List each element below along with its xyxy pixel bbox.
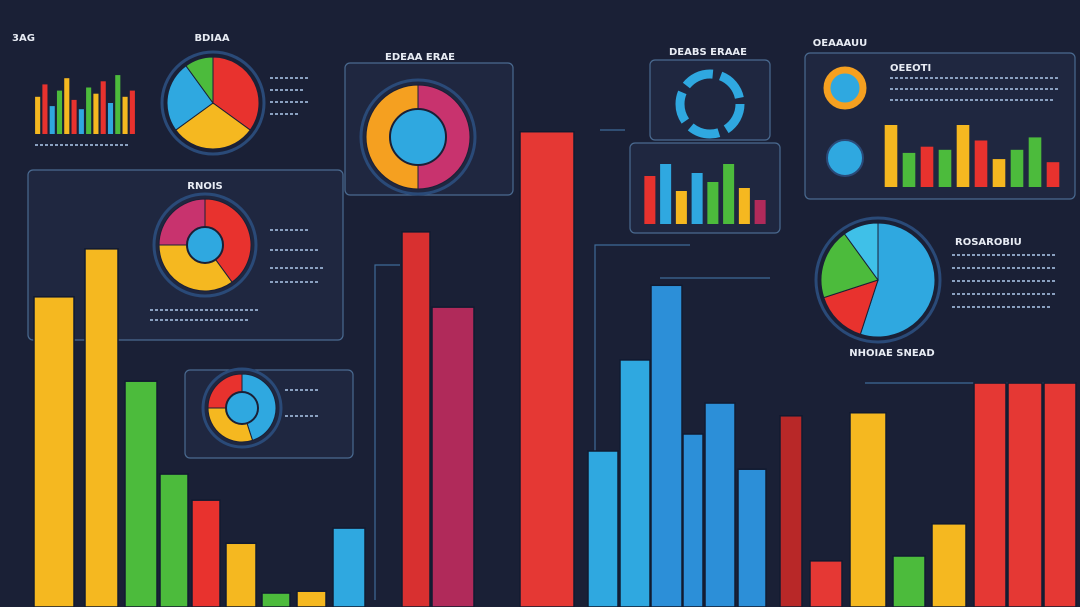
mini-bar [707, 182, 719, 224]
pie-ring [160, 50, 266, 156]
mini-bar [1010, 149, 1024, 187]
pie-slice [204, 198, 252, 283]
bar [124, 380, 158, 607]
pie-slice [158, 244, 233, 292]
mini-bar [675, 191, 687, 224]
mini-bar [71, 99, 77, 134]
mini-bar [129, 90, 135, 134]
mini-bar [115, 75, 121, 134]
mini-bar [100, 81, 106, 134]
mini-bar [86, 87, 92, 134]
pie-slice [175, 102, 251, 150]
connector [374, 129, 1075, 600]
mini-bar [107, 103, 114, 134]
bar [1007, 382, 1043, 607]
ring [826, 139, 864, 177]
bar [704, 402, 736, 607]
mini-bar [93, 93, 99, 134]
pie-slice [166, 65, 214, 131]
mini-bar [902, 152, 916, 187]
bar [682, 433, 704, 607]
pie-ring [152, 192, 258, 298]
bar [431, 306, 475, 607]
bar [191, 499, 221, 607]
mini-bar [122, 96, 128, 134]
mini-bar [1046, 162, 1060, 187]
bar [84, 248, 119, 607]
ring [675, 69, 745, 139]
mini-bar [42, 84, 48, 134]
bar [332, 527, 366, 607]
pie-slice [843, 222, 879, 282]
label: BDIAA [194, 33, 229, 44]
bar [296, 590, 327, 607]
bar [779, 415, 803, 607]
pie-hole [389, 108, 447, 166]
bar [931, 523, 967, 607]
mini-bar [956, 125, 970, 187]
mini-bar [754, 200, 766, 224]
label: DEABS ERAAE [669, 47, 747, 58]
pie-hole [186, 226, 224, 264]
pie-ring [814, 216, 942, 344]
pie-ring [359, 78, 477, 196]
mini-bar [884, 125, 898, 187]
mini-bar [974, 140, 988, 187]
label: NHOIAE SNEAD [849, 348, 934, 359]
mini-bar [738, 188, 750, 224]
mini-bar [1028, 137, 1042, 187]
mini-bar [56, 90, 63, 134]
bar [650, 284, 683, 607]
mini-bar [660, 164, 672, 224]
bar [225, 542, 257, 607]
label: EDEAA ERAE [385, 52, 455, 63]
bar [33, 296, 75, 607]
bar [619, 359, 651, 607]
bar [809, 560, 843, 607]
bar [1043, 382, 1077, 607]
mini-bar [938, 149, 952, 187]
mini-bar [78, 109, 84, 134]
mini-bar [644, 176, 656, 224]
label: OEAAAUU [813, 38, 867, 49]
bar [261, 592, 291, 607]
ring [823, 66, 867, 110]
pie-slice [241, 373, 277, 441]
label: OEEOTI [890, 63, 931, 74]
pie-slice [820, 233, 879, 299]
bar [519, 130, 575, 607]
pie-slice [859, 222, 936, 338]
bar [849, 412, 887, 607]
bar [587, 450, 619, 607]
mini-bar [920, 146, 934, 187]
label: 3AG [12, 33, 35, 44]
bar [737, 468, 767, 607]
bar [892, 555, 926, 607]
label: ROSAROBIU [955, 237, 1022, 248]
mini-bar [723, 164, 735, 224]
pie-slice [212, 56, 260, 131]
pie-hole [225, 391, 259, 425]
mini-bar [64, 78, 70, 134]
mini-bar [992, 159, 1006, 187]
bar [401, 231, 431, 607]
bar [159, 473, 189, 607]
mini-bar [691, 173, 703, 224]
bar [973, 382, 1007, 607]
mini-bar [49, 106, 55, 134]
text-lines [35, 77, 1060, 417]
mini-bar [35, 96, 41, 134]
pie-ring [201, 367, 283, 449]
label: RNOIS [187, 181, 223, 192]
pie-slice [185, 56, 214, 105]
